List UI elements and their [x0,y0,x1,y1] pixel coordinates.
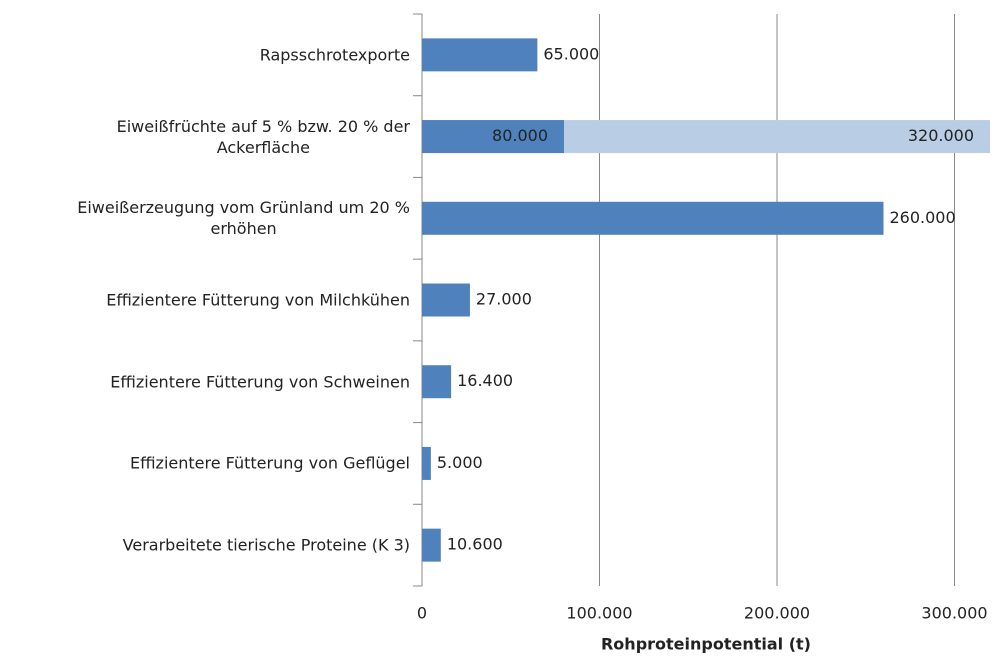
bar [422,365,452,399]
y-tick-label: Effizientere Fütterung von Schweinen [110,372,410,392]
bar [422,38,538,72]
data-label: 16.400 [457,371,513,390]
bar [422,283,470,317]
data-label: 80.000 [492,126,548,145]
data-label: 65.000 [543,44,599,63]
y-tick-label: Eiweißfrüchte auf 5 % bzw. 20 % der Acke… [116,116,410,157]
x-tick-label: 300.000 [921,604,987,623]
x-tick-label: 100.000 [566,604,632,623]
y-tick-label: Rapsschrotexporte [259,45,410,65]
y-tick-label: Effizientere Fütterung von Milchkühen [106,290,410,310]
bar [422,528,441,562]
data-label: 260.000 [890,208,956,227]
x-axis-title: Rohproteinpotential (t) [601,635,811,654]
data-label: 320.000 [908,126,974,145]
data-label: 27.000 [476,290,532,309]
x-tick-label: 0 [417,604,427,623]
y-tick-label: Effizientere Fütterung von Geflügel [129,453,410,473]
y-tick-label: Verarbeitete tierische Proteine (K 3) [122,535,410,555]
x-tick-label: 200.000 [744,604,810,623]
data-label: 5.000 [437,453,483,472]
y-tick-label: Eiweißerzeugung vom Grünland um 20 % erh… [77,198,410,239]
bar [422,120,564,154]
bar [422,201,884,235]
data-label: 10.600 [447,535,503,554]
bar [422,446,431,480]
